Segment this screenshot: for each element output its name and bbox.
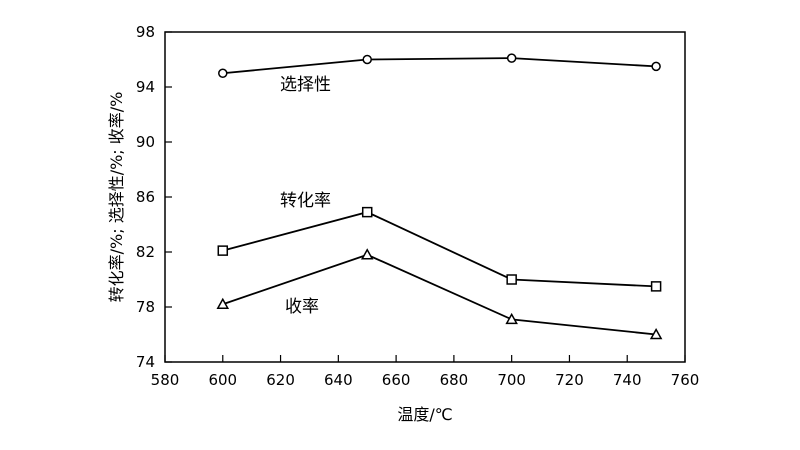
x-axis-title: 温度/℃ (397, 405, 452, 424)
data-point-triangle (216, 297, 230, 309)
series-label-selectivity: 选择性 (280, 75, 331, 95)
data-point-square (506, 274, 517, 285)
data-point-square (650, 281, 662, 292)
data-point-circle (218, 68, 228, 78)
series-line-circle (222, 57, 657, 75)
y-ticks: 74 78 82 86 90 94 98 (136, 23, 172, 371)
x-tick-label: 620 (266, 371, 295, 389)
series-layer (216, 53, 663, 340)
y-tick-label: 90 (136, 133, 155, 151)
x-tick-label: 720 (555, 371, 584, 389)
series-line-square (222, 211, 657, 288)
x-tick-label: 740 (613, 371, 642, 389)
annotations: 选择性 转化率 收率 (280, 75, 331, 317)
x-tick-label: 580 (151, 371, 180, 389)
y-tick-label: 82 (136, 243, 155, 261)
x-tick-label: 640 (324, 371, 353, 389)
x-tick-label: 700 (497, 371, 526, 389)
y-tick-label: 98 (136, 23, 155, 41)
data-point-triangle (505, 312, 518, 325)
series-line-triangle (222, 253, 657, 336)
x-tick-label: 600 (208, 371, 237, 389)
data-point-circle (506, 53, 517, 63)
x-tick-label: 660 (382, 371, 411, 389)
x-ticks: 580 600 620 640 660 680 700 720 740 760 (151, 355, 700, 389)
data-point-circle (362, 54, 372, 65)
y-axis-title: 转化率/%; 选择性/%; 收率/% (107, 92, 126, 303)
x-tick-label: 760 (671, 371, 700, 389)
y-tick-label: 74 (136, 353, 155, 371)
y-tick-label: 86 (136, 188, 155, 206)
series-label-conversion: 转化率 (280, 191, 331, 211)
data-point-triangle (649, 327, 663, 340)
plot-frame (164, 31, 686, 363)
y-tick-label: 94 (136, 78, 155, 96)
x-tick-label: 680 (440, 371, 469, 389)
data-point-square (217, 245, 229, 256)
data-point-square (361, 206, 373, 218)
series-label-yield: 收率 (285, 297, 319, 317)
y-tick-label: 78 (136, 298, 155, 316)
data-point-circle (651, 61, 661, 72)
data-point-triangle (360, 248, 374, 260)
